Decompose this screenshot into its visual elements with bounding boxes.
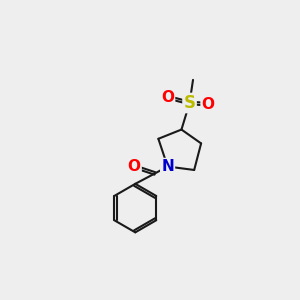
Text: S: S xyxy=(184,94,196,112)
Text: N: N xyxy=(161,159,174,174)
Text: O: O xyxy=(202,97,214,112)
Text: O: O xyxy=(161,90,174,105)
Text: O: O xyxy=(128,159,141,174)
